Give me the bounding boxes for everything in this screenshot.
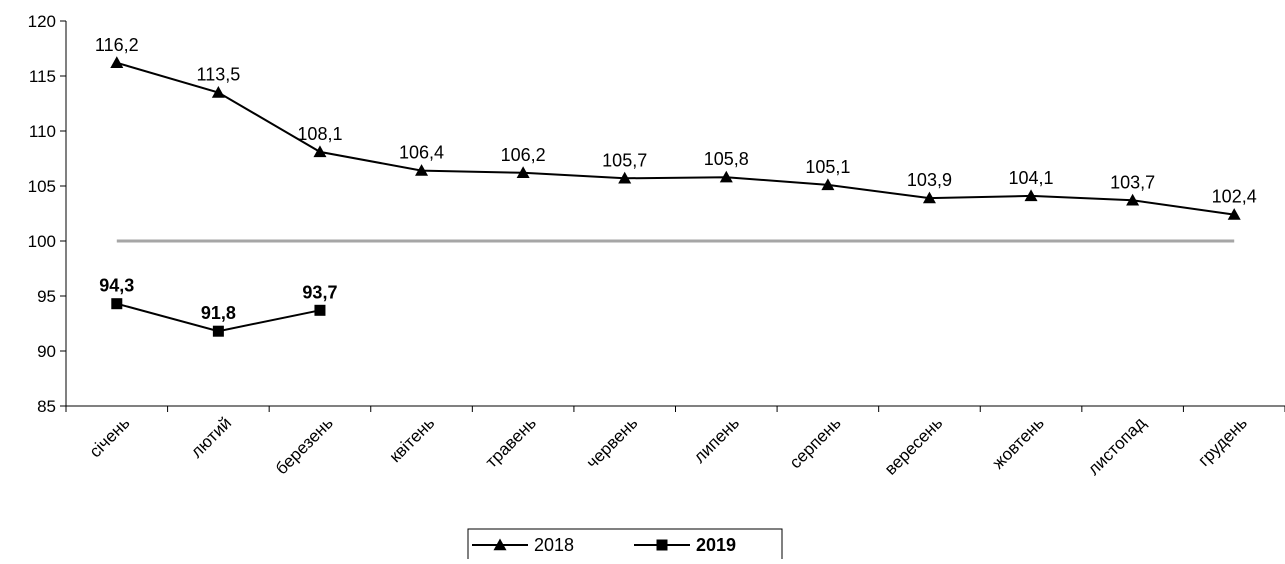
data-point-2018 [1126, 193, 1140, 206]
data-point-2018 [211, 86, 225, 98]
x-tick-label: грудень [1194, 413, 1251, 470]
data-label-2019: 93,7 [302, 282, 337, 302]
data-point-2019 [212, 325, 224, 337]
legend-label: 2018 [534, 535, 574, 555]
data-label-2018: 103,9 [907, 170, 952, 190]
y-tick-label: 115 [29, 67, 56, 86]
y-tick-label: 85 [37, 397, 56, 416]
x-tick-label: вересень [881, 413, 946, 478]
legend-label: 2019 [696, 535, 736, 555]
series-line-2018 [116, 61, 1235, 216]
x-tick-label: січень [86, 413, 134, 461]
y-tick-label: 110 [29, 122, 56, 141]
data-label-2018: 102,4 [1212, 187, 1257, 207]
legend-item-2018: 2018 [472, 535, 574, 555]
data-point-2018 [516, 166, 530, 178]
data-label-2018: 104,1 [1009, 168, 1054, 188]
data-label-2018: 105,8 [704, 149, 749, 169]
x-tick-label: березень [272, 413, 337, 478]
data-label-2018: 105,1 [805, 157, 850, 177]
x-tick-label: листопад [1084, 413, 1149, 478]
legend-marker [493, 538, 507, 551]
data-label-2019: 91,8 [201, 303, 236, 323]
legend-item-2019: 2019 [634, 535, 736, 555]
data-label-2018: 103,7 [1110, 172, 1155, 192]
data-point-2018 [313, 145, 327, 158]
data-point-2018 [110, 56, 124, 68]
y-tick-label: 120 [28, 12, 56, 31]
data-label-2018: 116,2 [95, 35, 139, 55]
y-tick-label: 90 [37, 342, 56, 361]
data-point-2018 [1227, 208, 1241, 220]
data-label-2018: 108,1 [297, 124, 342, 144]
data-point-2018 [922, 191, 936, 204]
data-point-2019 [314, 304, 326, 316]
data-point-2018 [415, 164, 429, 176]
legend: 2018 2019 [467, 528, 783, 562]
data-point-2018 [618, 171, 632, 184]
series-2018: 116,2 113,5 108,1 106,4 106,2 105,7 105,8 105,1… [95, 35, 1257, 220]
data-label-2018: 106,4 [399, 143, 444, 163]
legend-marker [656, 539, 668, 551]
x-tick-label: серпень [786, 413, 845, 472]
x-tick-label: червень [583, 413, 642, 472]
x-tick-label: липень [690, 413, 743, 466]
y-tick-label: 100 [28, 232, 56, 251]
data-point-2018 [1024, 189, 1038, 202]
data-label-2018: 105,7 [602, 150, 647, 170]
x-tick-label: квітень [386, 413, 439, 466]
y-tick-label: 95 [37, 287, 56, 306]
data-point-2018 [821, 178, 835, 191]
series-2019: 94,3 91,8 93,7 [99, 276, 337, 337]
series-group: 116,2 113,5 108,1 106,4 106,2 105,7 105,8 105,1… [95, 35, 1257, 337]
data-label-2018: 113,5 [197, 65, 241, 85]
y-tick-label: 105 [28, 177, 56, 196]
data-label-2018: 106,2 [501, 145, 546, 165]
data-point-2019 [111, 298, 123, 310]
x-tick-label: травень [482, 413, 540, 471]
data-point-2018 [719, 170, 733, 183]
x-tick-label: лютий [187, 413, 235, 461]
x-tick-label: жовтень [989, 413, 1048, 472]
data-label-2019: 94,3 [99, 276, 134, 296]
